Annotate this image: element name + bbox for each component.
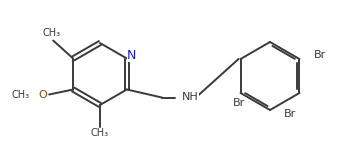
Text: CH₃: CH₃ (11, 90, 29, 100)
Text: Br: Br (284, 109, 296, 119)
Text: Br: Br (313, 50, 326, 60)
Text: N: N (127, 49, 136, 62)
Text: CH₃: CH₃ (91, 128, 109, 138)
Text: CH₃: CH₃ (42, 29, 60, 39)
Text: O: O (39, 90, 47, 100)
Text: Br: Br (232, 98, 245, 108)
Text: NH: NH (182, 92, 199, 101)
